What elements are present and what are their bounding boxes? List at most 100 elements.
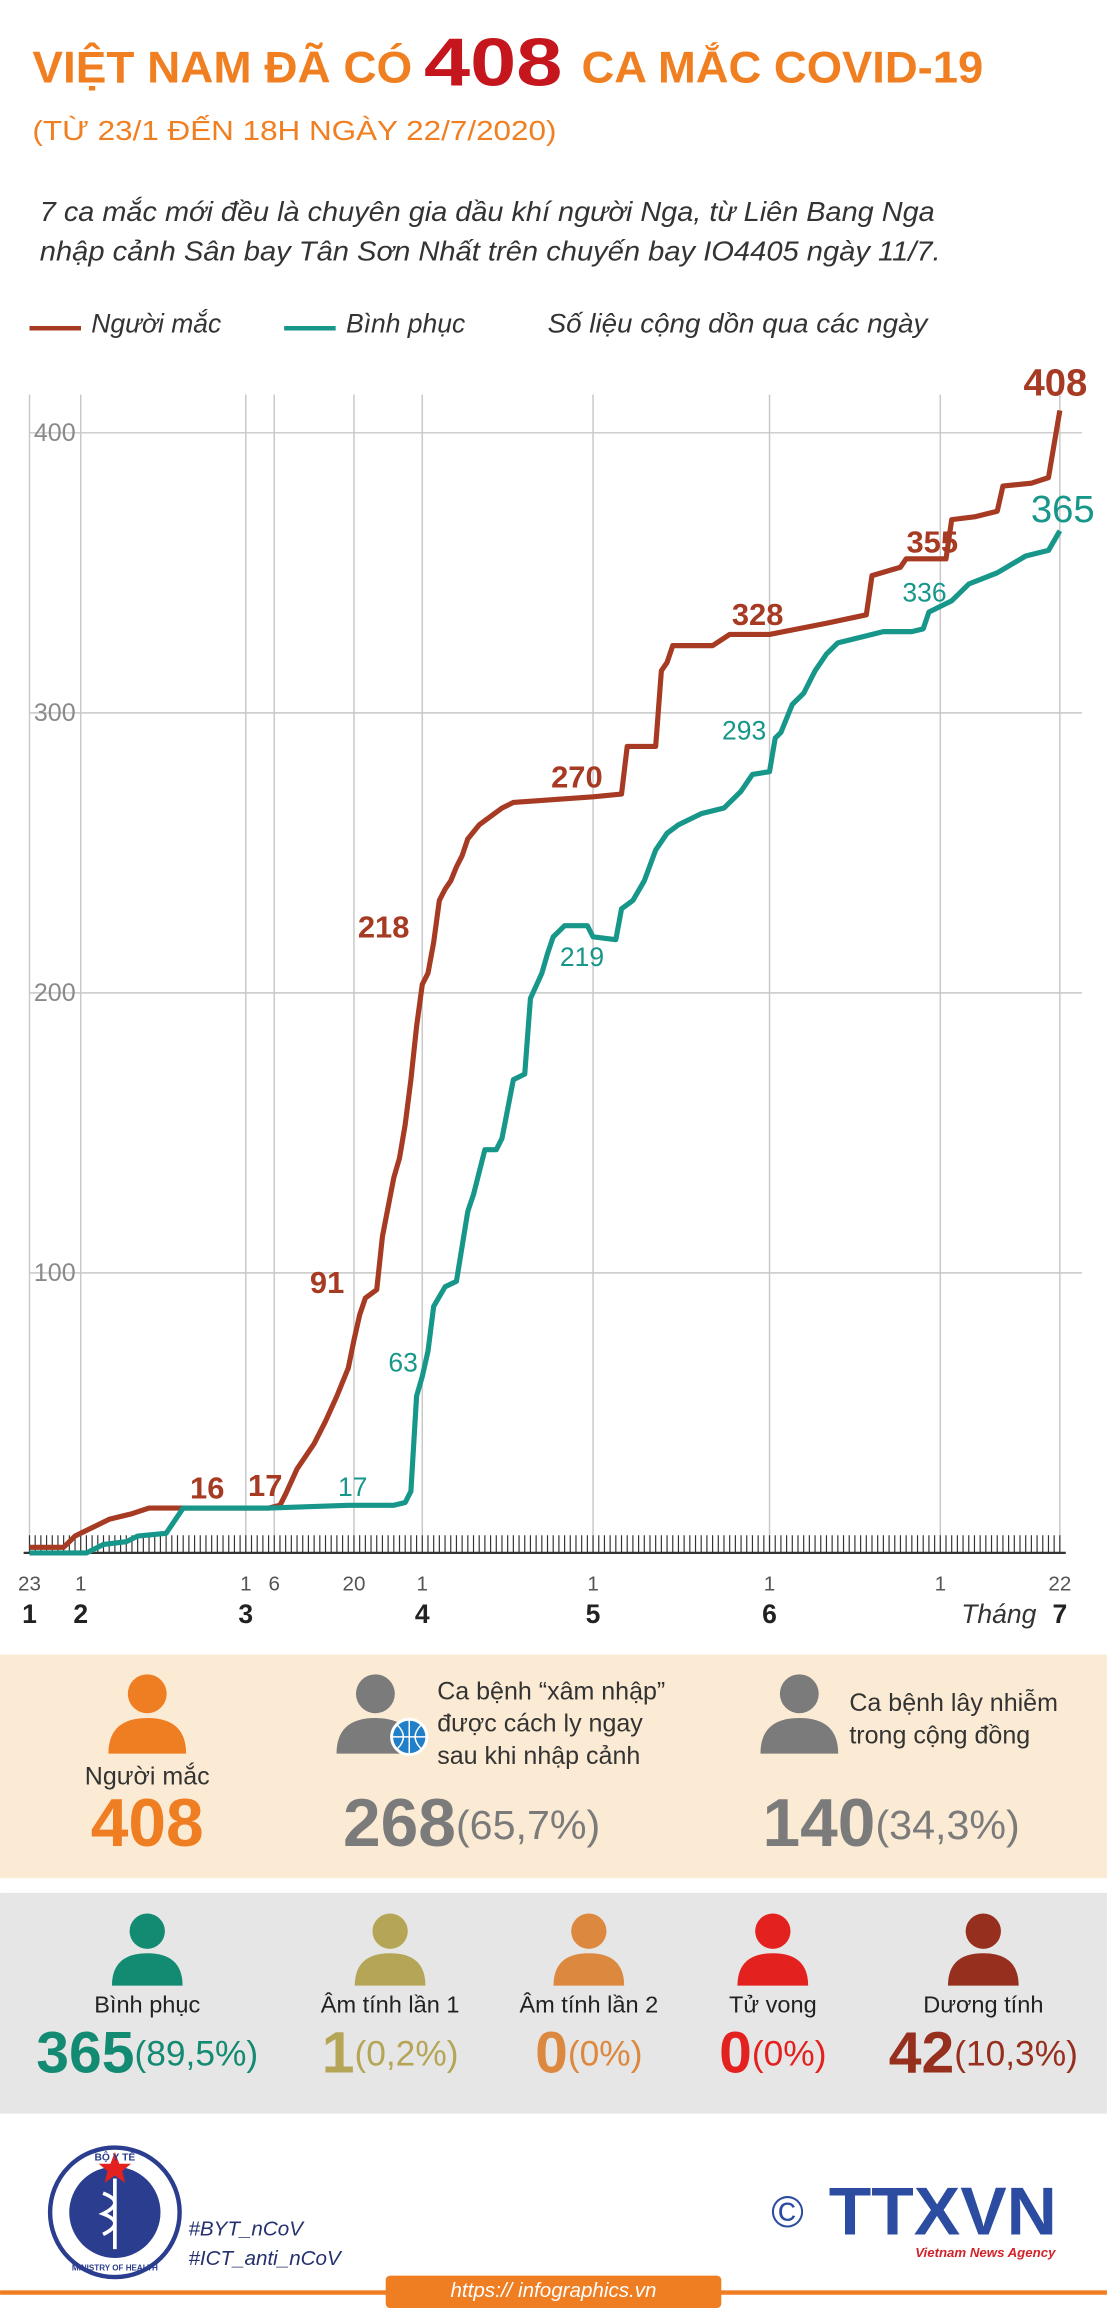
person-icon-body <box>354 1953 426 1986</box>
legend-note: Số liệu cộng dồn qua các ngày <box>548 308 930 338</box>
x-tick-label: 6 <box>269 1573 280 1596</box>
summary-label: được cách ly ngay <box>437 1710 643 1738</box>
data-label: 16 <box>190 1471 224 1506</box>
summary-label: sau khi nhập cảnh <box>437 1742 640 1770</box>
status-share: (10,3%) <box>954 2035 1078 2074</box>
status-number: 1 <box>322 2020 355 2085</box>
x-tick-label: 1 <box>240 1573 251 1596</box>
footer-url: https:// infographics.vn <box>450 2279 656 2302</box>
data-label: 91 <box>310 1265 344 1300</box>
month-label: 5 <box>586 1599 601 1629</box>
data-label: 270 <box>551 759 603 794</box>
summary-number: 140 <box>763 1786 876 1861</box>
x-axis-label: Tháng <box>961 1599 1036 1629</box>
person-icon-head <box>779 1674 819 1714</box>
summary-label: Ca bệnh lây nhiễm <box>849 1688 1058 1717</box>
x-tick-label: 22 <box>1048 1573 1071 1596</box>
data-label: 219 <box>560 942 604 972</box>
x-tick-label: 20 <box>343 1573 366 1596</box>
data-label: 63 <box>388 1348 417 1378</box>
hashtag: #ICT_anti_nCoV <box>188 2247 343 2270</box>
x-tick-label: 1 <box>587 1573 598 1596</box>
status-share: (0%) <box>752 2035 827 2074</box>
person-icon-body <box>947 1953 1019 1986</box>
status-value: 0(0%) <box>719 2020 826 2085</box>
person-icon-body <box>737 1953 809 1986</box>
x-tick-label: 1 <box>764 1573 775 1596</box>
status-label: Âm tính lần 2 <box>519 1991 658 2017</box>
title-suffix: CA MẮC COVID-19 <box>581 42 983 92</box>
data-label: 355 <box>906 524 958 559</box>
person-icon-head <box>571 1913 607 1949</box>
status-label: Tử vong <box>729 1991 817 2017</box>
summary-value: 408 <box>91 1786 204 1861</box>
month-label: 4 <box>415 1599 430 1629</box>
footer-url-band <box>385 2275 722 2308</box>
person-icon-head <box>755 1913 791 1949</box>
data-label: 408 <box>1024 362 1088 405</box>
logo-emblem <box>98 2178 117 2250</box>
status-number: 0 <box>719 2020 752 2085</box>
month-label: 7 <box>1052 1599 1067 1629</box>
summary-label: Ca bệnh “xâm nhập” <box>437 1677 665 1705</box>
data-label: 218 <box>358 909 410 944</box>
summary-share: (34,3%) <box>875 1802 1019 1848</box>
status-panel <box>0 1892 1107 2114</box>
summary-panel <box>0 1654 1107 1879</box>
logo-top: BỘ Y TẾ <box>94 2151 135 2164</box>
summary-value: 140(34,3%) <box>763 1786 1020 1861</box>
legend-label: Người mắc <box>91 308 221 338</box>
data-label: 293 <box>722 715 766 745</box>
y-tick-label: 300 <box>34 699 76 727</box>
y-tick-label: 400 <box>34 419 76 447</box>
person-icon-head <box>127 1674 167 1714</box>
status-label: Dương tính <box>923 1991 1043 2017</box>
status-share: (89,5%) <box>135 2035 259 2074</box>
status-share: (0%) <box>568 2035 643 2074</box>
globe-lines <box>391 1719 427 1755</box>
series-line <box>29 529 1063 1556</box>
status-label: Âm tính lần 1 <box>321 1991 460 2017</box>
month-label: 3 <box>238 1599 253 1629</box>
data-label: 365 <box>1031 488 1095 531</box>
data-label: 328 <box>732 597 784 632</box>
status-share: (0,2%) <box>354 2035 458 2074</box>
status-number: 42 <box>889 2020 954 2085</box>
status-value: 42(10,3%) <box>889 2020 1078 2085</box>
x-tick-label: 1 <box>935 1573 946 1596</box>
series-line <box>29 409 1063 1550</box>
logo-bottom: MINISTRY OF HEALTH <box>72 2263 158 2272</box>
person-icon-body <box>108 1718 187 1754</box>
logo-star <box>98 2151 132 2183</box>
status-number: 365 <box>36 2020 134 2085</box>
description-line: nhập cảnh Sân bay Tân Sơn Nhất trên chuy… <box>40 236 941 267</box>
summary-label: trong cộng đồng <box>849 1721 1030 1749</box>
status-label: Bình phục <box>94 1991 200 2017</box>
x-tick-label: 23 <box>18 1573 41 1596</box>
summary-number: 408 <box>91 1786 204 1861</box>
person-icon-head <box>355 1674 395 1714</box>
title-number: 408 <box>424 26 562 101</box>
month-label: 1 <box>22 1599 37 1629</box>
data-label: 17 <box>338 1472 367 1502</box>
month-label: 6 <box>762 1599 777 1629</box>
description-line: 7 ca mắc mới đều là chuyên gia dầu khí n… <box>40 196 935 227</box>
y-tick-label: 200 <box>34 979 76 1007</box>
status-value: 365(89,5%) <box>36 2020 258 2085</box>
x-tick-label: 1 <box>417 1573 428 1596</box>
person-icon-head <box>372 1913 408 1949</box>
summary-share: (65,7%) <box>456 1802 600 1848</box>
month-label: 2 <box>73 1599 88 1629</box>
person-icon-head <box>965 1913 1001 1949</box>
y-tick-label: 100 <box>34 1259 76 1287</box>
summary-number: 268 <box>343 1786 456 1861</box>
status-number: 0 <box>535 2020 568 2085</box>
agency-logo: TTXVN <box>829 2175 1057 2250</box>
legend-label: Bình phục <box>346 308 465 338</box>
subtitle: (TỪ 23/1 ĐẾN 18H NGÀY 22/7/2020) <box>32 115 556 146</box>
x-tick-label: 1 <box>75 1573 86 1596</box>
person-icon-body <box>111 1953 183 1986</box>
status-value: 1(0,2%) <box>322 2020 459 2085</box>
